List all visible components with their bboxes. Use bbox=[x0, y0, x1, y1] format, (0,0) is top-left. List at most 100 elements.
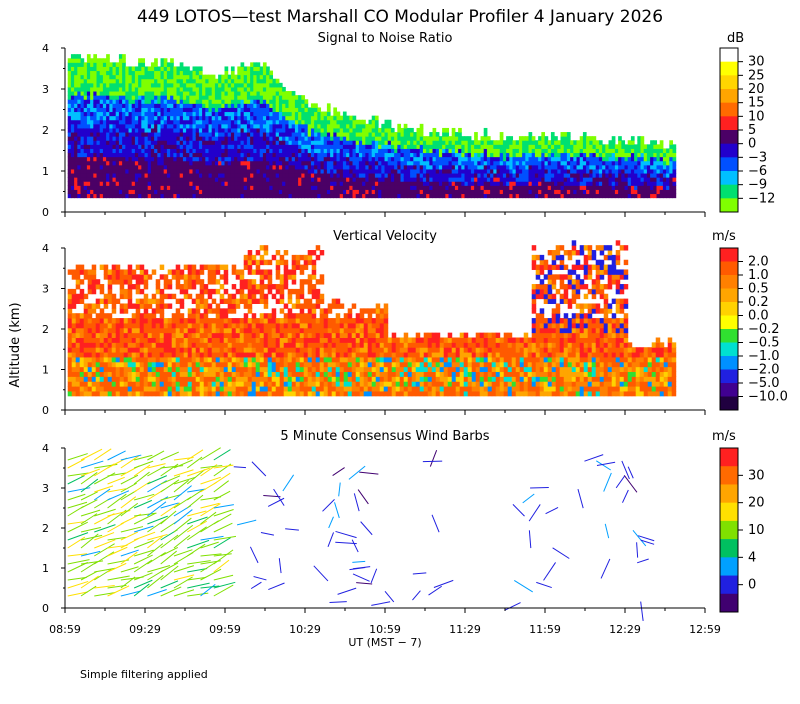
snr-cell bbox=[500, 185, 504, 190]
snr-cell bbox=[666, 161, 670, 166]
snr-cell bbox=[410, 157, 414, 162]
velocity-cell bbox=[76, 372, 81, 377]
snr-cell bbox=[557, 165, 561, 170]
velocity-cell bbox=[116, 372, 121, 377]
snr-cell bbox=[244, 181, 248, 186]
snr-cell bbox=[282, 124, 286, 129]
snr-cell bbox=[401, 177, 405, 182]
snr-cell bbox=[490, 189, 494, 194]
snr-cell bbox=[122, 107, 126, 112]
snr-cell bbox=[554, 140, 558, 145]
snr-cell bbox=[465, 194, 469, 199]
snr-cell bbox=[673, 189, 677, 194]
snr-cell bbox=[269, 79, 273, 84]
snr-cell bbox=[442, 165, 446, 170]
snr-cell bbox=[458, 157, 462, 162]
snr-cell bbox=[196, 75, 200, 80]
snr-cell bbox=[180, 181, 184, 186]
snr-cell bbox=[138, 144, 142, 149]
snr-cell bbox=[106, 173, 110, 178]
snr-cell bbox=[263, 140, 267, 145]
snr-cell bbox=[356, 165, 360, 170]
snr-cell bbox=[129, 157, 133, 162]
snr-cell bbox=[378, 185, 382, 190]
velocity-cell bbox=[152, 328, 157, 333]
snr-cell bbox=[71, 54, 75, 59]
snr-cell bbox=[135, 161, 139, 166]
snr-cell bbox=[516, 173, 520, 178]
snr-cell bbox=[586, 153, 590, 158]
snr-cell bbox=[247, 87, 251, 92]
velocity-cell bbox=[72, 318, 77, 323]
snr-cell bbox=[621, 189, 625, 194]
snr-cell bbox=[529, 144, 533, 149]
snr-cell bbox=[327, 194, 331, 199]
snr-cell bbox=[282, 116, 286, 121]
snr-cell bbox=[327, 103, 331, 108]
snr-cell bbox=[417, 153, 421, 158]
snr-cell bbox=[561, 140, 565, 145]
velocity-cell bbox=[120, 362, 125, 367]
snr-cell bbox=[151, 107, 155, 112]
velocity-cell bbox=[116, 342, 121, 347]
velocity-cell bbox=[72, 386, 77, 391]
snr-cell bbox=[609, 194, 613, 199]
snr-cell bbox=[119, 128, 123, 133]
snr-cell bbox=[580, 157, 584, 162]
snr-cell bbox=[250, 140, 254, 145]
snr-cell bbox=[346, 136, 350, 141]
snr-cell bbox=[477, 185, 481, 190]
snr-cell bbox=[615, 169, 619, 174]
snr-cell bbox=[308, 128, 312, 133]
snr-cell bbox=[164, 83, 168, 88]
snr-cell bbox=[193, 83, 197, 88]
snr-cell bbox=[433, 169, 437, 174]
velocity-cell bbox=[104, 318, 109, 323]
snr-cell bbox=[273, 132, 277, 137]
snr-cell bbox=[157, 189, 161, 194]
snr-cell bbox=[189, 103, 193, 108]
snr-cell bbox=[103, 107, 107, 112]
snr-cell bbox=[193, 169, 197, 174]
snr-cell bbox=[340, 194, 344, 199]
snr-cell bbox=[276, 157, 280, 162]
snr-cell bbox=[599, 153, 603, 158]
snr-cell bbox=[634, 177, 638, 182]
snr-cell bbox=[468, 181, 472, 186]
snr-cell bbox=[285, 95, 289, 100]
velocity-cell bbox=[136, 338, 141, 343]
snr-cell bbox=[116, 112, 120, 117]
snr-cell bbox=[445, 189, 449, 194]
snr-cell bbox=[295, 194, 299, 199]
snr-cell bbox=[141, 181, 145, 186]
snr-cell bbox=[503, 194, 507, 199]
snr-cell bbox=[103, 87, 107, 92]
snr-cell bbox=[154, 185, 158, 190]
velocity-cell bbox=[132, 333, 137, 338]
snr-cell bbox=[68, 83, 72, 88]
snr-cell bbox=[263, 136, 267, 141]
snr-cell bbox=[292, 136, 296, 141]
velocity-cell bbox=[76, 347, 81, 352]
velocity-cell bbox=[148, 338, 153, 343]
snr-cell bbox=[106, 132, 110, 137]
velocity-cell bbox=[188, 265, 193, 270]
snr-cell bbox=[653, 140, 657, 145]
snr-cell bbox=[337, 120, 341, 125]
snr-cell bbox=[250, 185, 254, 190]
snr-cell bbox=[593, 177, 597, 182]
snr-cell bbox=[529, 132, 533, 137]
snr-cell bbox=[106, 120, 110, 125]
snr-cell bbox=[189, 165, 193, 170]
snr-cell bbox=[554, 148, 558, 153]
snr-cell bbox=[391, 153, 395, 158]
snr-cell bbox=[151, 87, 155, 92]
snr-cell bbox=[97, 62, 101, 67]
snr-cell bbox=[305, 136, 309, 141]
snr-cell bbox=[330, 169, 334, 174]
snr-cell bbox=[365, 153, 369, 158]
snr-cell bbox=[273, 112, 277, 117]
snr-cell bbox=[378, 173, 382, 178]
snr-cell bbox=[199, 112, 203, 117]
snr-cell bbox=[81, 132, 85, 137]
